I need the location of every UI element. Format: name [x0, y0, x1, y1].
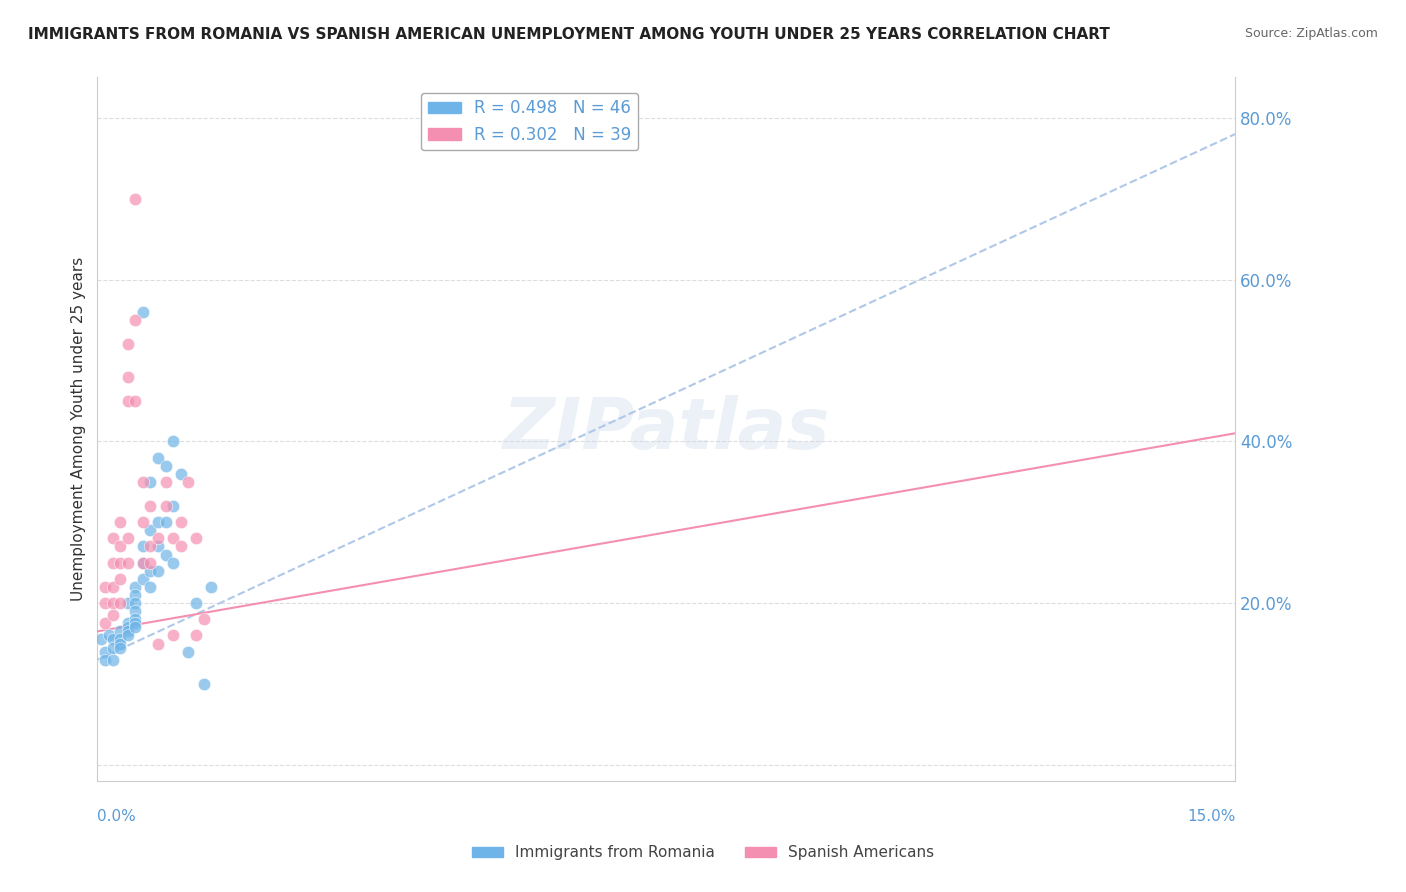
Point: [94, 653, 117, 667]
Point: [124, 192, 146, 206]
Point: [94, 580, 117, 594]
Point: [94, 645, 117, 659]
Point: [117, 628, 139, 642]
Point: [124, 616, 146, 631]
Point: [170, 467, 193, 481]
Point: [117, 393, 139, 408]
Point: [108, 556, 131, 570]
Point: [117, 337, 139, 351]
Point: [155, 515, 177, 529]
Point: [139, 556, 162, 570]
Point: [101, 556, 124, 570]
Point: [146, 540, 169, 554]
Point: [101, 580, 124, 594]
Point: [90, 632, 112, 647]
Point: [124, 580, 146, 594]
Point: [108, 572, 131, 586]
Point: [101, 640, 124, 655]
Y-axis label: Unemployment Among Youth under 25 years: Unemployment Among Youth under 25 years: [72, 257, 86, 601]
Point: [139, 540, 162, 554]
Point: [155, 475, 177, 489]
Point: [108, 596, 131, 610]
Point: [101, 608, 124, 623]
Point: [200, 580, 222, 594]
Point: [132, 556, 155, 570]
Point: [162, 556, 184, 570]
Point: [124, 604, 146, 618]
Point: [139, 475, 162, 489]
Point: [124, 313, 146, 327]
Point: [184, 532, 207, 546]
Point: [132, 556, 155, 570]
Point: [117, 556, 139, 570]
Text: IMMIGRANTS FROM ROMANIA VS SPANISH AMERICAN UNEMPLOYMENT AMONG YOUTH UNDER 25 YE: IMMIGRANTS FROM ROMANIA VS SPANISH AMERI…: [28, 27, 1109, 42]
Point: [132, 475, 155, 489]
Point: [108, 636, 131, 650]
Point: [146, 515, 169, 529]
Point: [162, 499, 184, 513]
Text: 0.0%: 0.0%: [97, 809, 136, 824]
Point: [124, 596, 146, 610]
Point: [124, 620, 146, 634]
Point: [155, 458, 177, 473]
Point: [162, 628, 184, 642]
Point: [101, 532, 124, 546]
Point: [108, 624, 131, 639]
Point: [139, 499, 162, 513]
Legend: Immigrants from Romania, Spanish Americans: Immigrants from Romania, Spanish America…: [465, 839, 941, 866]
Point: [124, 612, 146, 626]
Point: [124, 393, 146, 408]
Point: [170, 515, 193, 529]
Point: [139, 580, 162, 594]
Point: [132, 540, 155, 554]
Point: [132, 515, 155, 529]
Point: [162, 532, 184, 546]
Point: [139, 524, 162, 538]
Point: [132, 572, 155, 586]
Point: [117, 620, 139, 634]
Point: [117, 624, 139, 639]
Text: ZIPatlas: ZIPatlas: [502, 395, 830, 464]
Legend: R = 0.498   N = 46, R = 0.302   N = 39: R = 0.498 N = 46, R = 0.302 N = 39: [422, 93, 638, 151]
Point: [117, 616, 139, 631]
Point: [101, 653, 124, 667]
Point: [162, 434, 184, 449]
Point: [108, 640, 131, 655]
Point: [97, 628, 120, 642]
Text: Source: ZipAtlas.com: Source: ZipAtlas.com: [1244, 27, 1378, 40]
Point: [94, 596, 117, 610]
Point: [101, 632, 124, 647]
Point: [108, 632, 131, 647]
Point: [170, 540, 193, 554]
Point: [193, 677, 215, 691]
Text: 15.0%: 15.0%: [1187, 809, 1236, 824]
Point: [155, 499, 177, 513]
Point: [94, 616, 117, 631]
Point: [108, 515, 131, 529]
Point: [184, 628, 207, 642]
Point: [132, 305, 155, 319]
Point: [101, 596, 124, 610]
Point: [177, 475, 200, 489]
Point: [146, 450, 169, 465]
Point: [146, 532, 169, 546]
Point: [177, 645, 200, 659]
Point: [108, 540, 131, 554]
Point: [184, 596, 207, 610]
Point: [155, 548, 177, 562]
Point: [193, 612, 215, 626]
Point: [117, 369, 139, 384]
Point: [139, 564, 162, 578]
Point: [146, 564, 169, 578]
Point: [146, 636, 169, 650]
Point: [117, 532, 139, 546]
Point: [117, 596, 139, 610]
Point: [124, 588, 146, 602]
